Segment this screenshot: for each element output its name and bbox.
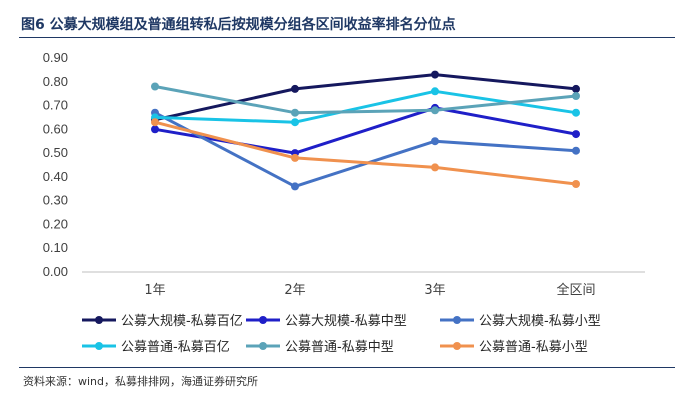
- data-point: [151, 118, 159, 127]
- y-tick-label: 0.50: [43, 145, 68, 160]
- source-note: 资料来源：wind，私募排排网，海通证券研究所: [23, 375, 259, 388]
- legend-label: 公募大规模-私募中型: [285, 314, 407, 329]
- data-point: [431, 70, 439, 79]
- title-bar: 图6 公募大规模组及普通组转私后按规模分组各区间收益率排名分位点: [19, 9, 675, 38]
- chart-area: 0.00 0.10 0.20 0.30 0.40 0.50 0.60 0.70 0.80 0.90…: [0, 40, 691, 365]
- legend-label: 公募普通-私募百亿: [121, 340, 230, 355]
- legend-marker: [95, 316, 103, 324]
- y-tick-label: 0.30: [43, 193, 68, 208]
- data-point: [291, 182, 299, 191]
- data-point: [572, 130, 580, 139]
- y-tick-label: 0.00: [43, 264, 68, 279]
- line-chart: 0.00 0.10 0.20 0.30 0.40 0.50 0.60 0.70 0.80 0.90…: [43, 50, 645, 355]
- legend-label: 公募普通-私募小型: [479, 340, 588, 355]
- data-point: [151, 125, 159, 134]
- x-tick-label: 3年: [424, 283, 445, 298]
- data-point: [291, 84, 299, 93]
- data-point: [572, 146, 580, 155]
- legend-marker: [259, 316, 267, 324]
- series-line: [153, 73, 578, 122]
- data-point: [431, 87, 439, 96]
- y-tick-label: 0.40: [43, 169, 68, 184]
- data-point: [151, 82, 159, 91]
- data-point: [291, 118, 299, 127]
- y-tick-label: 0.10: [43, 240, 68, 255]
- y-tick-label: 0.80: [43, 74, 68, 89]
- data-point: [572, 108, 580, 117]
- x-tick-label: 2年: [284, 283, 305, 298]
- x-tick-label: 全区间: [556, 282, 595, 298]
- data-point: [431, 106, 439, 115]
- legend-label: 公募大规模-私募小型: [479, 314, 601, 329]
- series-line: [153, 120, 578, 186]
- source-bar: 资料来源：wind，私募排排网，海通证券研究所: [19, 367, 675, 392]
- series-line: [153, 85, 578, 115]
- legend-marker: [453, 316, 461, 324]
- data-point: [431, 137, 439, 146]
- y-tick-label: 0.70: [43, 98, 68, 113]
- data-point: [291, 108, 299, 117]
- data-point: [572, 84, 580, 93]
- data-point: [291, 153, 299, 162]
- y-tick-label: 0.60: [43, 121, 68, 136]
- legend-label: 公募普通-私募中型: [285, 340, 394, 355]
- legend-marker: [453, 342, 461, 350]
- data-point: [572, 92, 580, 100]
- x-tick-label: 1年: [144, 283, 165, 298]
- y-tick-label: 0.20: [43, 216, 68, 231]
- chart-title: 图6 公募大规模组及普通组转私后按规模分组各区间收益率排名分位点: [21, 17, 456, 33]
- legend-marker: [95, 342, 103, 350]
- legend-marker: [259, 342, 267, 350]
- data-point: [572, 180, 580, 188]
- data-point: [431, 163, 439, 172]
- legend-label: 公募大规模-私募百亿: [121, 314, 243, 329]
- y-tick-label: 0.90: [43, 50, 68, 65]
